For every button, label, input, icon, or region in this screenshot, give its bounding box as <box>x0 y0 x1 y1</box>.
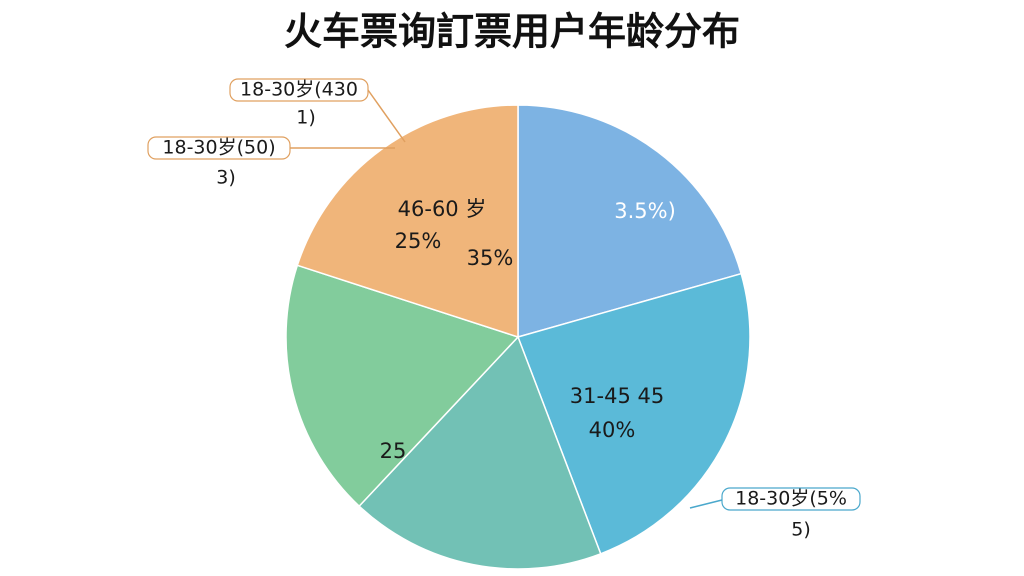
callout-text: 18-30岁(50) <box>162 137 275 159</box>
callout-box <box>229 78 369 102</box>
slice-label: 3.5%) <box>614 199 676 223</box>
pie-slice <box>285 264 520 508</box>
callout-line <box>689 499 723 509</box>
slice-label: 31-45 45 <box>570 384 664 408</box>
callout-text: 3) <box>216 167 236 189</box>
callout-line <box>367 89 406 143</box>
callout-box <box>721 487 861 511</box>
slice-label: 46-60 岁 <box>398 197 487 221</box>
chart-title: 火车票询訂票用户年龄分布 <box>284 10 740 54</box>
pie-slice <box>517 104 743 338</box>
callout-text: 18-30岁(5% <box>735 488 847 510</box>
slice-label: 25 <box>380 439 407 463</box>
slice-label: 25% <box>395 229 442 253</box>
pie-slice <box>296 104 519 339</box>
slice-label: 40% <box>589 418 636 442</box>
callout-text: 18-30岁(430 <box>240 79 358 101</box>
callout-box <box>147 136 291 160</box>
pie-slice <box>358 335 602 570</box>
callout-text: 1) <box>296 107 316 129</box>
callout-text: 5) <box>791 519 811 541</box>
pie-slice <box>517 272 751 555</box>
slice-label: 35% <box>467 246 514 270</box>
